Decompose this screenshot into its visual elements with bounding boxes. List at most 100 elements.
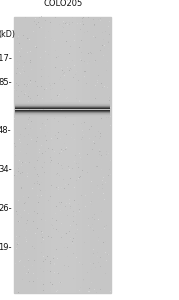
Point [18,181,21,185]
Point [39,230,42,234]
Point [101,178,104,183]
Point [44,137,47,142]
Point [96,164,99,169]
Point [53,117,56,122]
Point [74,212,77,217]
Point [81,234,84,239]
Bar [82,16,84,292]
Point [81,22,84,26]
Point [29,236,32,241]
Point [40,229,43,234]
Point [30,118,33,123]
Point [92,139,95,144]
Point [84,114,87,118]
Point [57,91,60,96]
Point [20,26,23,31]
Point [23,236,26,241]
Point [69,52,72,57]
Point [71,247,74,251]
Point [87,263,90,268]
Point [37,72,40,76]
Point [93,154,95,159]
Point [80,52,83,57]
Point [57,33,59,38]
Point [107,69,110,74]
Point [35,172,38,177]
Point [78,238,81,242]
Point [60,185,63,190]
Point [81,135,84,140]
Point [67,219,70,224]
Point [56,93,59,98]
Point [14,144,17,149]
Point [32,271,35,276]
Point [13,87,16,92]
Point [47,197,50,202]
Point [66,22,69,27]
Point [32,105,34,110]
Point [39,272,42,277]
Point [87,216,90,221]
Point [105,258,108,263]
Point [35,98,37,103]
Point [89,50,92,55]
Point [101,85,104,90]
Point [27,94,30,99]
Point [52,169,55,174]
Point [101,43,104,48]
Point [102,154,105,159]
Point [91,222,94,227]
Point [37,125,40,130]
Point [69,100,72,105]
Point [77,101,80,106]
Point [73,198,76,203]
Point [24,160,27,165]
Point [63,263,66,268]
Point [93,96,96,101]
Point [28,267,30,272]
Point [97,22,100,27]
Point [67,22,70,27]
Point [40,289,42,294]
Point [34,63,37,68]
Point [54,26,57,31]
Point [27,117,30,122]
Point [93,68,96,73]
Point [27,91,30,96]
Point [53,274,56,279]
Point [66,32,69,37]
Point [23,82,26,87]
Point [18,137,21,142]
Point [38,61,41,65]
Point [84,87,87,92]
Point [16,59,19,64]
Point [95,164,98,169]
Point [23,114,25,119]
Point [88,287,91,292]
Point [73,32,76,37]
Point [13,275,16,280]
Bar [18,16,19,292]
Point [86,151,89,156]
Point [79,58,82,63]
Point [48,189,51,194]
Point [42,249,45,254]
Point [31,98,34,102]
Point [44,51,47,56]
Point [51,81,54,86]
Point [54,264,56,268]
Point [84,157,87,162]
Point [18,259,21,264]
Point [61,266,64,271]
Point [60,280,63,285]
Point [32,215,34,220]
Point [92,41,95,46]
Point [23,92,26,97]
Point [68,86,71,91]
Point [19,65,21,70]
Point [60,107,63,112]
Point [55,90,57,94]
Point [42,226,45,230]
Point [27,132,30,137]
Point [14,200,17,205]
